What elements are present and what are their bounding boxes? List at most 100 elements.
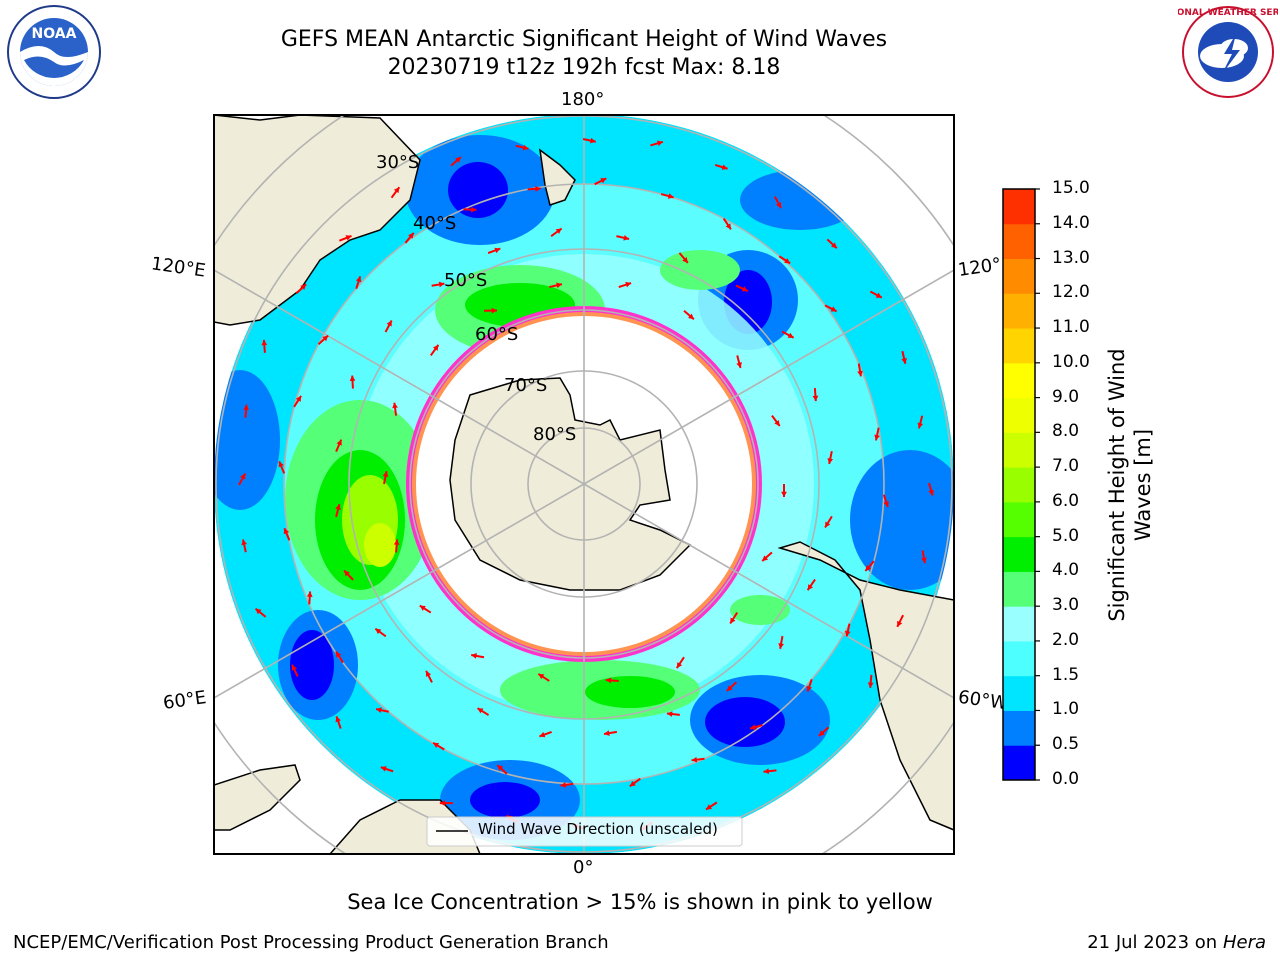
- colorbar-tick-label: 4.0: [1052, 560, 1080, 581]
- wave-arrow-head: [419, 605, 426, 611]
- wave-arrow-head: [535, 185, 541, 192]
- wave-arrow-head: [867, 682, 874, 688]
- wave-arrow-head: [604, 730, 610, 736]
- wave-arrow-head: [555, 228, 562, 234]
- wave-arrow-head: [784, 258, 791, 264]
- wave-arrow-head: [666, 711, 673, 717]
- colorbar-segment: [1003, 501, 1035, 538]
- wave-arrow-head: [787, 332, 794, 338]
- sea-ice-note: Sea Ice Concentration > 15% is shown in …: [347, 890, 933, 914]
- lon-label-0: 0°: [573, 857, 594, 878]
- wave-arrow-head: [831, 242, 837, 249]
- wave-arrow-head: [345, 235, 352, 241]
- wave-arrow-head: [392, 402, 398, 409]
- noaa-logo-text: NOAA: [32, 26, 77, 42]
- wave-arrow-head: [763, 768, 770, 775]
- colorbar-tick-label: 2.0: [1052, 629, 1080, 650]
- colorbar-segment: [1003, 189, 1035, 225]
- lat-label-70s: 70°S: [504, 375, 548, 396]
- wave-arrow-head: [807, 584, 814, 591]
- colorbar-tick-label: 1.0: [1052, 699, 1080, 720]
- colorbar-tick-label: 8.0: [1052, 421, 1080, 442]
- wave-arrow-head: [560, 782, 567, 788]
- colorbar-tick-label: 6.0: [1052, 490, 1080, 511]
- colorbar-tick-label: 12.0: [1052, 282, 1090, 303]
- legend-label: Wind Wave Direction (unscaled): [478, 820, 718, 838]
- wave-arrow-head: [306, 591, 313, 597]
- wave-arrow-head: [725, 223, 731, 230]
- colorbar-tick-label: 9.0: [1052, 386, 1080, 407]
- lat-label-50s: 50°S: [444, 270, 488, 291]
- wave-arrow-head: [408, 232, 414, 239]
- wave-arrow-head: [623, 235, 630, 241]
- colorbar-segment: [1003, 328, 1035, 364]
- wave-arrow-head: [335, 716, 341, 723]
- wave-arrow-head: [901, 357, 907, 364]
- colorbar-tick-label: 10.0: [1052, 351, 1090, 372]
- wave-arrow-head: [349, 375, 356, 381]
- colorbar-tick-label: 5.0: [1052, 525, 1080, 546]
- wave-arrow-head: [667, 193, 674, 199]
- wave-arrow-head: [830, 306, 837, 312]
- wave-arrow-head: [336, 439, 342, 446]
- wave-arrow-head: [774, 420, 780, 427]
- map-frame: [213, 114, 955, 855]
- new-zealand-landmass: [539, 148, 576, 206]
- wave-arrow-head: [736, 362, 742, 369]
- wave-arrow-head: [917, 422, 924, 429]
- colorbar-segment: [1003, 258, 1035, 294]
- wave-arrow-head: [355, 276, 362, 283]
- colorbar-segment: [1003, 675, 1035, 711]
- wave-arrow-head: [778, 643, 784, 649]
- colorbar-segment: [1003, 640, 1035, 677]
- wave-arrow-head: [921, 557, 927, 564]
- wave-arrow-head: [806, 685, 813, 692]
- wave-arrow-head: [375, 628, 382, 635]
- colorbar-segment: [1003, 432, 1035, 468]
- colorbar-segment: [1003, 536, 1035, 572]
- wave-arrow-head: [471, 653, 477, 659]
- wave-arrow-head: [605, 677, 612, 684]
- colorbar-segment: [1003, 397, 1035, 433]
- wave-arrow-head: [376, 707, 382, 713]
- wave-arrow-head: [590, 137, 596, 144]
- wave-arrow-head: [812, 395, 819, 402]
- wave-arrow-head: [455, 157, 461, 163]
- footer-branch: NCEP/EMC/Verification Post Processing Pr…: [13, 932, 609, 953]
- lat-label-40s: 40°S: [413, 213, 457, 234]
- wave-arrow-head: [241, 539, 247, 546]
- map-legend: [426, 816, 743, 847]
- wave-arrow-head: [874, 434, 880, 441]
- colorbar-segment: [1003, 571, 1035, 607]
- colorbar-segment: [1003, 223, 1035, 260]
- africa-landmass: [214, 764, 481, 854]
- colorbar-tick-label: 0.0: [1052, 769, 1080, 789]
- colorbar-tick-label: 13.0: [1052, 247, 1090, 268]
- wave-arrow-head: [781, 491, 787, 497]
- wave-arrow-head: [471, 206, 477, 213]
- wave-arrow-head: [491, 307, 497, 314]
- lat-label-80s: 80°S: [533, 424, 577, 445]
- lon-label-180: 180°: [561, 89, 605, 110]
- wave-arrow-head: [295, 395, 302, 402]
- wave-arrow-head: [336, 651, 342, 658]
- wave-arrow-head: [818, 730, 825, 736]
- wave-arrow-head: [676, 662, 683, 669]
- colorbar-segment: [1003, 745, 1035, 781]
- chart-title: GEFS MEAN Antarctic Significant Height o…: [280, 27, 888, 52]
- colorbar: [1002, 188, 1040, 781]
- wave-arrow-head: [726, 685, 733, 692]
- colorbar-tick-label: 7.0: [1052, 456, 1080, 477]
- wave-arrow-head: [539, 731, 546, 738]
- wave-arrow-head: [283, 528, 290, 535]
- nws-logo-text: NATIONAL WEATHER SERVICE: [1178, 8, 1278, 18]
- wave-arrow-head: [497, 765, 504, 771]
- wave-arrow-head: [393, 539, 400, 545]
- lat-label-30s: 30°S: [376, 152, 420, 173]
- wave-arrow-head: [625, 281, 632, 288]
- colorbar-tick-label: 3.0: [1052, 595, 1080, 616]
- wave-arrow-head: [857, 370, 863, 377]
- chart-subtitle: 20230719 t12z 192h fcst Max: 8.18: [387, 55, 781, 80]
- wave-arrow-head: [344, 570, 350, 577]
